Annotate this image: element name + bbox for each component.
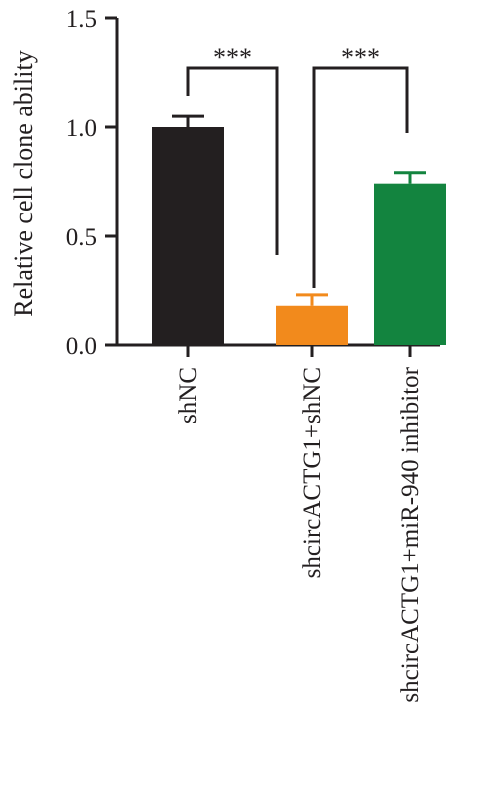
y-tick-label: 1.5 xyxy=(66,6,97,33)
x-tick-label: shNC xyxy=(175,367,202,424)
significance-brackets: *** *** xyxy=(186,43,409,288)
x-tick-label: shcircACTG1+miR-940 inhibitor xyxy=(397,366,424,702)
significance-bracket xyxy=(186,66,279,255)
error-bars xyxy=(172,114,426,306)
y-tick-label: 0.5 xyxy=(66,224,97,251)
y-tick-label: 0.0 xyxy=(66,333,97,360)
bars xyxy=(152,127,446,345)
y-tick-label: 1.0 xyxy=(66,115,97,142)
significance-bracket xyxy=(312,66,409,288)
bar xyxy=(152,127,224,345)
x-ticks: shNC shcircACTG1+shNC shcircACTG1+miR-940 … xyxy=(175,345,424,703)
x-tick-label: shcircACTG1+shNC xyxy=(299,367,326,578)
y-ticks: 0.0 0.5 1.0 1.5 xyxy=(66,6,117,360)
y-axis-title: Relative cell clone ability xyxy=(9,50,38,316)
significance-label: *** xyxy=(213,43,252,72)
bar xyxy=(374,183,446,345)
significance-label: *** xyxy=(341,43,380,72)
bar xyxy=(276,305,348,345)
